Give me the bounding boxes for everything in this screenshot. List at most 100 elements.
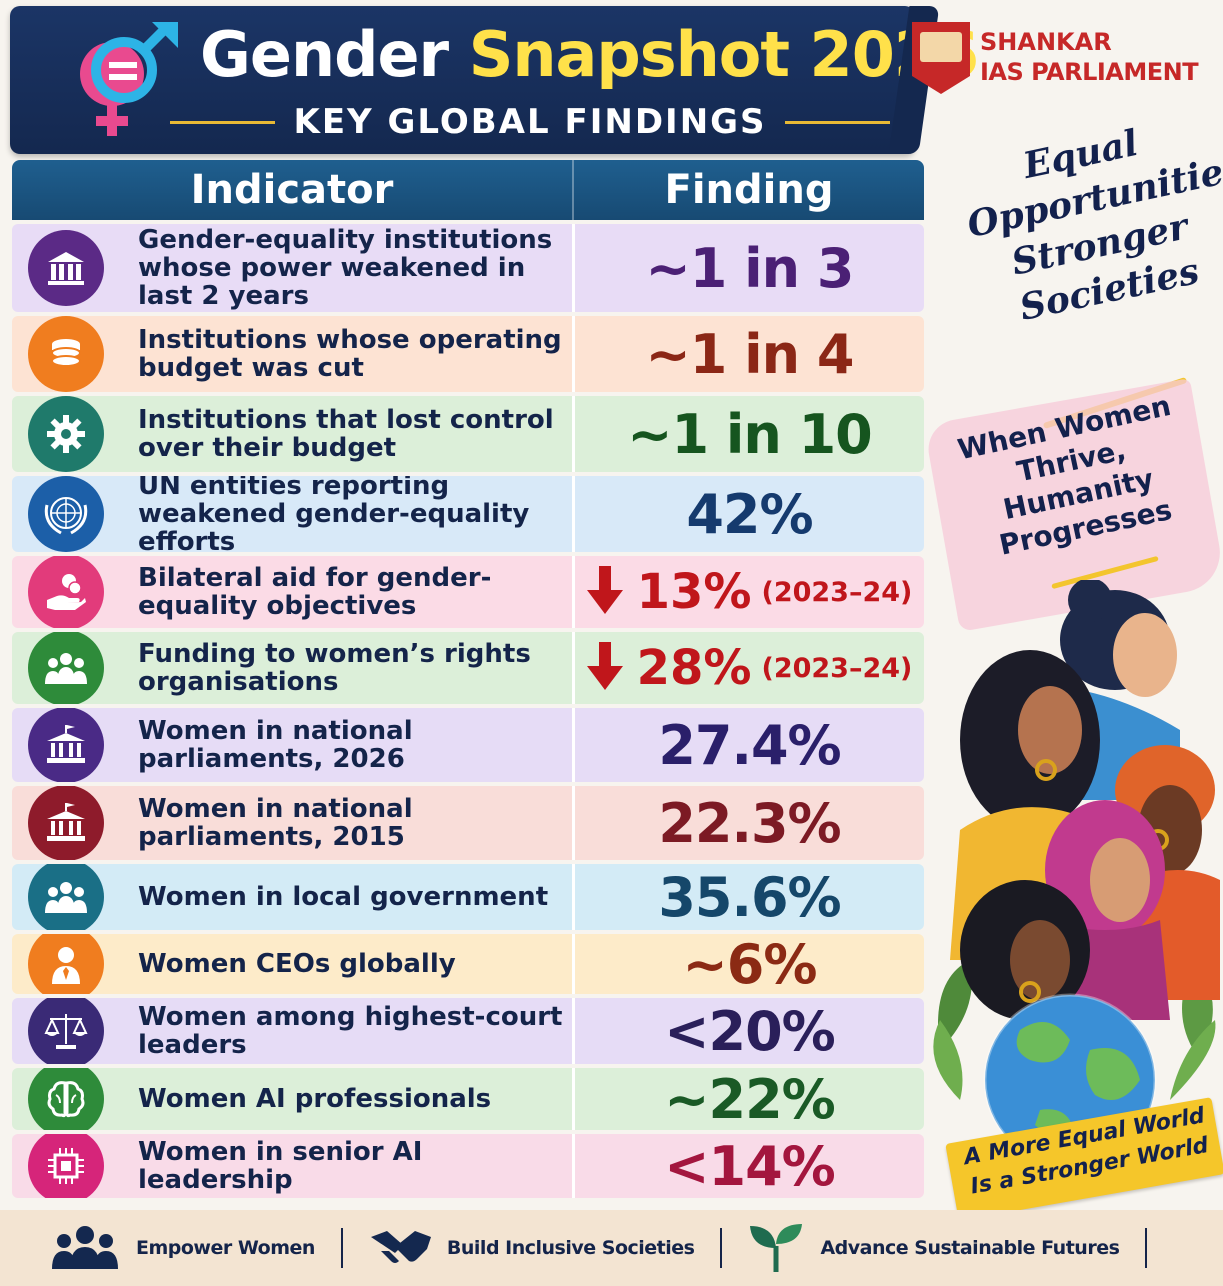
finding-cell: 22.3% [575, 786, 924, 860]
brand-logo: SHANKAR IAS PARLIAMENT [912, 22, 1217, 102]
down-arrow-icon [586, 566, 623, 618]
finding-cell: 28% (2023–24) [575, 632, 924, 704]
footer-label: Empower Women [136, 1237, 315, 1259]
brand-name-line1: SHANKAR [980, 28, 1112, 56]
indicator-cell: Women CEOs globally [12, 934, 575, 994]
gear-icon [28, 396, 104, 472]
scales-icon [28, 998, 104, 1064]
right-panel: Equal Opportunities Stronger Societies W… [923, 110, 1223, 1221]
findings-table: Indicator Finding Gender-equality instit… [12, 160, 924, 1198]
title-part-2: Snapshot 2026 [468, 18, 979, 91]
finding-value: 27.4% [658, 713, 841, 777]
finding-value: ~6% [682, 934, 818, 994]
table-row: UN entities reporting weakened gender-eq… [12, 476, 924, 552]
indicator-cell: Bilateral aid for gender-equality object… [12, 556, 575, 628]
finding-cell: ~1 in 4 [575, 316, 924, 392]
institution-icon [28, 230, 104, 306]
coins-icon [28, 316, 104, 392]
finding-period: (2023–24) [761, 576, 913, 608]
indicator-cell: Institutions that lost control over thei… [12, 396, 575, 472]
finding-value: 28% [636, 640, 752, 696]
subtitle-divider-right [784, 120, 891, 124]
group-icon [28, 864, 104, 930]
brand-shield-icon [912, 22, 970, 94]
finding-cell: <20% [575, 998, 924, 1064]
table-row: Women in senior AI leadership <14% [12, 1134, 924, 1198]
indicator-cell: Women among highest-court leaders [12, 998, 575, 1064]
finding-value: ~22% [664, 1068, 835, 1130]
indicator-label: Women in senior AI leadership [138, 1137, 423, 1195]
finding-cell: ~1 in 3 [575, 224, 924, 312]
table-row: Women in national parliaments, 2026 27.4% [12, 708, 924, 782]
footer-divider [1145, 1228, 1148, 1268]
indicator-cell: UN entities reporting weakened gender-eq… [12, 476, 575, 552]
footer-label: Advance Sustainable Futures [820, 1237, 1120, 1259]
table-row: Women AI professionals ~22% [12, 1068, 924, 1130]
brain-icon [28, 1068, 104, 1130]
footer-item-sustainable: Advance Sustainable Futures [748, 1210, 1120, 1286]
indicator-label: Women AI professionals [138, 1084, 492, 1114]
finding-value: 13% [636, 564, 752, 620]
indicator-label: UN entities reporting weakened gender-eq… [138, 476, 530, 552]
slogan-equal-opportunities: Equal Opportunities Stronger Societies [954, 106, 1223, 338]
finding-cell: 13% (2023–24) [575, 556, 924, 628]
table-row: Women among highest-court leaders <20% [12, 998, 924, 1064]
header-banner: Gender Snapshot 2026 KEY GLOBAL FINDINGS [10, 6, 979, 154]
table-row: Funding to women’s rights organisations 2… [12, 632, 924, 704]
gender-equality-icon [80, 22, 178, 136]
title-part-1: Gender [200, 18, 449, 91]
un-emblem-icon [28, 476, 104, 552]
indicator-label: Gender-equality institutions whose power… [138, 225, 553, 311]
parliament-icon [28, 786, 104, 860]
table-row: Institutions that lost control over thei… [12, 396, 924, 472]
finding-cell: ~6% [575, 934, 924, 994]
indicator-cell: Women in national parliaments, 2015 [12, 786, 575, 860]
indicator-label: Women CEOs globally [138, 949, 456, 979]
indicator-label: Institutions that lost control over thei… [138, 405, 554, 463]
finding-period: (2023–24) [761, 652, 913, 684]
indicator-cell: Women in senior AI leadership [12, 1134, 575, 1198]
table-row: Women in national parliaments, 2015 22.3% [12, 786, 924, 860]
diverse-women-illustration [933, 580, 1220, 1140]
finding-value: ~1 in 3 [645, 236, 855, 300]
table-body: Gender-equality institutions whose power… [12, 224, 924, 1198]
finding-value: ~1 in 10 [627, 402, 873, 466]
indicator-label: Funding to women’s rights organisations [138, 639, 531, 697]
finding-value: <20% [664, 999, 835, 1063]
indicator-label: Bilateral aid for gender-equality object… [138, 563, 492, 621]
footer-divider [720, 1228, 723, 1268]
brand-name-line2: IAS PARLIAMENT [980, 58, 1199, 86]
footer-item-empower: Empower Women [50, 1210, 315, 1286]
footer-divider [340, 1228, 343, 1268]
finding-value: 42% [686, 482, 813, 546]
people-icon [52, 1226, 118, 1269]
table-row: Gender-equality institutions whose power… [12, 224, 924, 312]
hand-coins-icon [28, 556, 104, 628]
table-row: Women in local government 35.6% [12, 864, 924, 930]
finding-cell: 27.4% [575, 708, 924, 782]
column-header-indicator: Indicator [12, 160, 574, 220]
indicator-label: Women among highest-court leaders [138, 1002, 563, 1060]
indicator-label: Women in local government [138, 882, 549, 912]
finding-value: 35.6% [658, 865, 841, 929]
indicator-cell: Gender-equality institutions whose power… [12, 224, 575, 312]
indicator-label: Women in national parliaments, 2015 [138, 794, 413, 852]
finding-cell: 35.6% [575, 864, 924, 930]
handshake-icon [370, 1231, 431, 1263]
footer-bar: Empower Women Build Inclusive Societies … [0, 1210, 1223, 1286]
page-title: Gender Snapshot 2026 [200, 18, 979, 91]
finding-cell: <14% [575, 1134, 924, 1198]
indicator-cell: Funding to women’s rights organisations [12, 632, 575, 704]
table-header: Indicator Finding [12, 160, 924, 220]
table-row: Bilateral aid for gender-equality object… [12, 556, 924, 628]
page-subtitle: KEY GLOBAL FINDINGS [293, 102, 767, 142]
footer-item-inclusive: Build Inclusive Societies [369, 1210, 695, 1286]
finding-cell: ~22% [575, 1068, 924, 1130]
indicator-cell: Women in national parliaments, 2026 [12, 708, 575, 782]
finding-cell: ~1 in 10 [575, 396, 924, 472]
executive-icon [28, 934, 104, 994]
sprout-icon [750, 1224, 803, 1272]
subtitle-row: KEY GLOBAL FINDINGS [170, 102, 891, 142]
indicator-cell: Women in local government [12, 864, 575, 930]
parliament-icon [28, 708, 104, 782]
